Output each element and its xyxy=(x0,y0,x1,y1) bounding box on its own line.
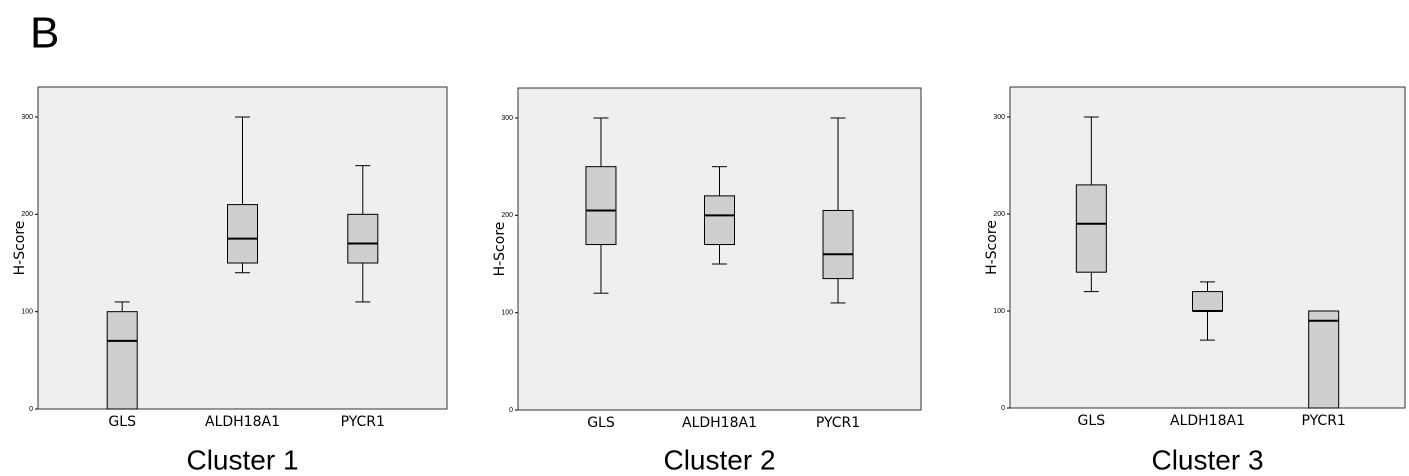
y-tick-label: 200 xyxy=(993,211,1005,218)
box xyxy=(1192,291,1223,312)
box xyxy=(106,311,138,410)
box xyxy=(704,195,735,246)
x-tick-label: ALDH18A1 xyxy=(1170,413,1245,429)
y-tick-label: 0 xyxy=(29,406,33,413)
y-tick-label: 100 xyxy=(501,310,513,317)
y-axis-label: H-Score xyxy=(12,221,28,276)
chart-title: Cluster 3 xyxy=(1151,444,1263,475)
box xyxy=(822,209,854,280)
y-tick-label: 100 xyxy=(993,308,1005,315)
y-axis-label: H-Score xyxy=(492,222,508,277)
x-tick-label: ALDH18A1 xyxy=(205,414,280,430)
y-tick-label: 100 xyxy=(21,309,33,316)
y-tick-label: 200 xyxy=(21,211,33,218)
x-tick-label: ALDH18A1 xyxy=(682,415,757,431)
y-tick-label: 0 xyxy=(509,407,513,414)
x-tick-label: GLS xyxy=(1078,413,1106,429)
y-tick-label: 300 xyxy=(21,114,33,121)
chart-title: Cluster 2 xyxy=(663,444,775,475)
y-tick-label: 200 xyxy=(501,212,513,219)
x-tick-label: GLS xyxy=(587,415,615,431)
x-tick-label: PYCR1 xyxy=(341,414,385,430)
plot-area xyxy=(1009,86,1406,409)
box xyxy=(347,213,379,264)
y-axis-label: H-Score xyxy=(984,220,1000,275)
x-tick-label: GLS xyxy=(108,414,136,430)
box xyxy=(227,204,258,264)
y-tick-label: 300 xyxy=(993,114,1005,121)
chart-title: Cluster 1 xyxy=(186,444,298,475)
box xyxy=(585,166,617,246)
x-tick-label: PYCR1 xyxy=(816,415,860,431)
y-tick-label: 0 xyxy=(1001,405,1005,412)
panel-label: B xyxy=(30,9,59,58)
box xyxy=(1075,184,1107,273)
y-tick-label: 300 xyxy=(501,115,513,122)
x-tick-label: PYCR1 xyxy=(1302,413,1346,429)
box xyxy=(1308,310,1340,409)
